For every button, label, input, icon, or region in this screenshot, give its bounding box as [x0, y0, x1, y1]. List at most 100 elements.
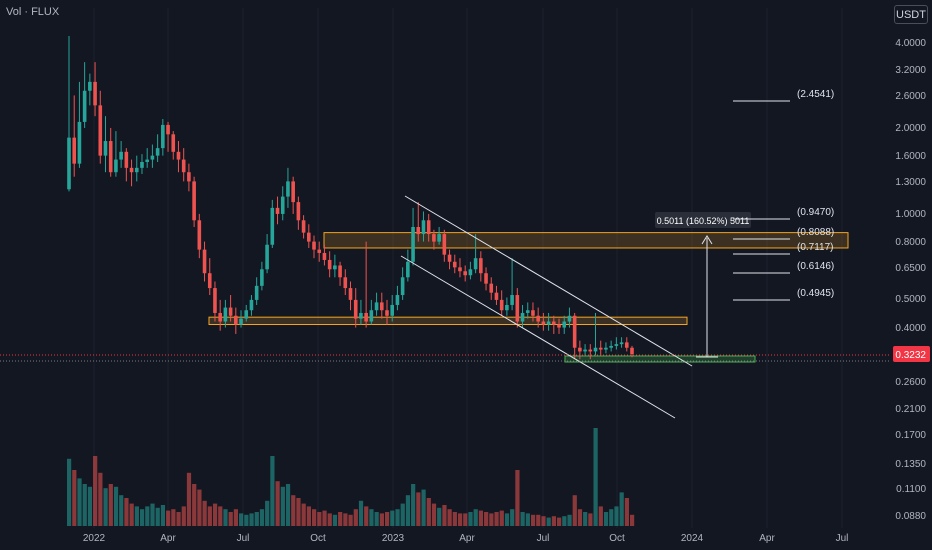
candle — [197, 213, 202, 259]
volume-bar — [562, 516, 567, 526]
volume-bar — [536, 514, 541, 526]
candle — [239, 310, 243, 328]
candle-body — [67, 137, 71, 190]
volume-bar — [317, 512, 322, 526]
price-tick-label: 4.0000 — [895, 38, 926, 49]
fib-level-label: (0.6146) — [797, 261, 834, 272]
volume-bar — [129, 503, 134, 526]
candle-body — [192, 181, 196, 221]
candle-body — [228, 307, 233, 316]
fib-level-label: (0.9470) — [797, 207, 834, 218]
candle-body — [280, 196, 285, 214]
volume-bar — [275, 481, 280, 526]
volume-bar — [442, 505, 447, 526]
candle-body — [265, 244, 269, 270]
volume-bar — [67, 458, 72, 526]
volume-bar — [119, 495, 124, 526]
candle — [98, 90, 103, 164]
candle — [479, 251, 483, 282]
volume-bar — [358, 500, 364, 526]
volume-bar — [343, 513, 348, 526]
candle — [609, 340, 613, 352]
candle-body — [458, 267, 462, 272]
candle-body — [541, 321, 546, 325]
currency-unit-button[interactable]: USDT — [894, 5, 928, 24]
candle-body — [536, 315, 540, 322]
time-tick-label: Jul — [237, 533, 250, 544]
volume-bar — [103, 488, 108, 526]
candle — [275, 196, 280, 225]
volume-bar — [473, 509, 478, 526]
volume-bar — [270, 456, 275, 526]
candle — [520, 304, 525, 328]
price-tick-label: 0.1350 — [895, 459, 926, 470]
candle — [213, 281, 217, 322]
candle-body — [207, 273, 212, 289]
candle-body — [197, 220, 202, 250]
candle — [447, 249, 452, 270]
price-tick-label: 0.0880 — [895, 511, 926, 522]
candle-body — [301, 220, 306, 233]
candle-body — [234, 315, 238, 325]
volume-bar — [416, 492, 421, 526]
candle-body — [473, 258, 478, 270]
candle — [145, 148, 149, 168]
volume-bar — [353, 509, 358, 526]
candle — [552, 315, 556, 334]
volume-bar — [296, 498, 301, 526]
candle — [343, 269, 348, 296]
volume-bar — [176, 512, 181, 526]
candle-body — [88, 81, 92, 91]
candle-body — [400, 277, 405, 296]
volume-bar — [463, 513, 468, 526]
candle — [327, 251, 332, 278]
candle-body — [546, 321, 551, 325]
candle-body — [103, 141, 108, 156]
volume-bar — [171, 509, 176, 526]
volume-label: Vol · FLUX — [6, 6, 60, 18]
candle-body — [119, 151, 123, 160]
volume-bar — [233, 509, 239, 526]
price-tick-label: 0.6500 — [895, 263, 926, 274]
volume-bar — [609, 509, 614, 526]
candle — [234, 307, 238, 334]
fib-levels: (2.4541) (0.9470) (0.8088) (0.7117) (0.6146)… — [733, 89, 834, 301]
candle — [280, 186, 285, 221]
volume-bar — [244, 514, 249, 526]
candle-body — [479, 258, 483, 274]
candle — [129, 159, 134, 187]
candle-body — [77, 121, 82, 164]
volume-bar — [202, 500, 207, 526]
volume-bar — [332, 514, 338, 526]
candle-body — [406, 261, 410, 278]
candle — [333, 254, 337, 278]
volume-bar — [390, 510, 395, 526]
volume-bar — [369, 509, 374, 526]
candle-body — [306, 232, 311, 242]
candle-body — [630, 347, 634, 355]
candle — [77, 81, 82, 168]
candle-body — [583, 349, 587, 352]
volume-bar — [614, 506, 619, 526]
candle — [416, 202, 421, 242]
candle — [426, 213, 431, 242]
candle-body — [260, 269, 264, 286]
time-tick-label: Jul — [836, 533, 849, 544]
time-tick-label: Oct — [310, 533, 326, 544]
candle — [176, 141, 181, 173]
volume-bar — [93, 456, 98, 526]
volume-bar — [551, 516, 557, 526]
volume-bar — [77, 478, 82, 526]
candle-body — [155, 148, 160, 156]
candle — [150, 144, 155, 168]
candle — [67, 35, 71, 192]
candle — [494, 285, 499, 305]
grid-lines — [93, 8, 843, 528]
candle-body — [578, 347, 582, 352]
volume-bar — [624, 498, 629, 526]
drawings: 0.5011 (160.52%) 5011 — [0, 195, 890, 419]
volume-bar — [280, 486, 285, 526]
time-tick-label: Apr — [160, 533, 176, 544]
volume-bar — [207, 506, 212, 526]
